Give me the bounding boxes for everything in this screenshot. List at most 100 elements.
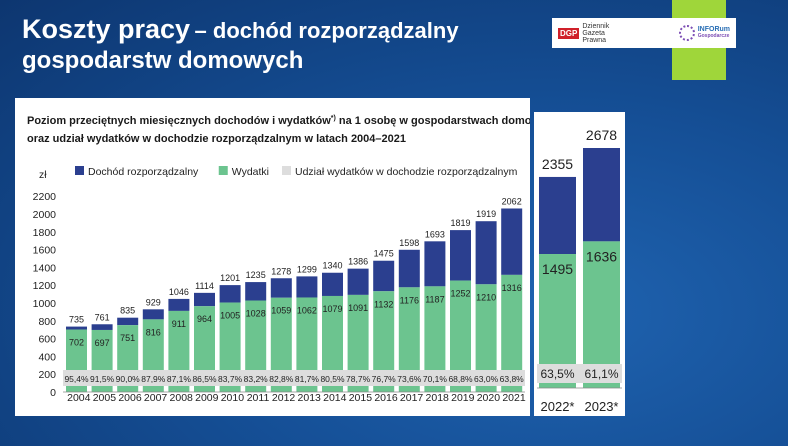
label-expenses-2005: 697 <box>95 338 110 348</box>
slide-title-main: Koszty pracy <box>22 14 191 44</box>
forecast-x-tick-2023*: 2023* <box>585 399 619 414</box>
main-chart: Poziom przeciętnych miesięcznych dochodó… <box>27 115 559 404</box>
bar-expenses-2011 <box>245 300 267 392</box>
bar-income-2011 <box>245 282 267 301</box>
label-income-2013: 1299 <box>297 264 317 274</box>
y-tick-label: 200 <box>38 369 56 381</box>
x-tick-label-2018: 2018 <box>426 392 450 404</box>
x-tick-label-2020: 2020 <box>477 392 501 404</box>
label-share-2010: 83,7% <box>218 374 243 384</box>
slide-title-line2: gospodarstw domowych <box>22 47 304 75</box>
inforum-logo: INFORum Gospodarcze <box>678 25 730 41</box>
x-tick-label-2014: 2014 <box>323 392 347 404</box>
logo-bar: DGP Dziennik Gazeta Prawna INFORum Gospo… <box>552 18 736 48</box>
legend-swatch-2 <box>282 166 291 175</box>
inforum-sub: Gospodarcze <box>697 33 730 40</box>
label-share-2019: 68,8% <box>448 374 473 384</box>
label-expenses-2011: 1028 <box>246 309 266 319</box>
label-income-2019: 1819 <box>450 218 470 228</box>
bar-expenses-2014 <box>322 295 343 392</box>
bar-expenses-2018 <box>424 286 446 392</box>
label-expenses-2008: 911 <box>172 319 186 329</box>
dgp-text: Dziennik Gazeta Prawna <box>582 22 610 44</box>
label-income-2012: 1278 <box>271 266 291 276</box>
label-expenses-2004: 702 <box>69 338 84 348</box>
x-tick-label-2019: 2019 <box>451 392 475 404</box>
label-income-2007: 929 <box>146 297 161 307</box>
forecast-label-income-2022*: 2355 <box>542 156 573 172</box>
label-expenses-2012: 1059 <box>271 306 291 316</box>
y-tick-label: 600 <box>38 334 56 346</box>
bar-income-2009 <box>194 292 215 307</box>
bar-income-2018 <box>424 241 446 287</box>
bar-expenses-2015 <box>347 294 369 392</box>
label-share-2018: 70,1% <box>423 374 448 384</box>
y-tick-label: 800 <box>38 316 56 328</box>
label-expenses-2021: 1316 <box>502 283 522 293</box>
label-income-2006: 835 <box>120 306 135 316</box>
chart-title-line1: Poziom przeciętnych miesięcznych dochodó… <box>27 115 530 127</box>
y-tick-label: 0 <box>50 387 56 399</box>
bar-income-2015 <box>347 268 369 295</box>
forecast-bar-income-2023* <box>583 148 620 242</box>
bar-expenses-2019 <box>450 280 471 392</box>
label-expenses-2018: 1187 <box>425 294 444 304</box>
y-tick-label: 2000 <box>33 209 57 221</box>
y-tick-label: 1000 <box>33 298 57 310</box>
bar-income-2004 <box>66 326 87 330</box>
label-expenses-2017: 1176 <box>400 295 419 305</box>
bar-income-2020 <box>475 221 497 285</box>
legend-swatch-0 <box>75 166 84 175</box>
forecast-bar-income-2022* <box>539 176 576 255</box>
label-income-2018: 1693 <box>425 229 445 239</box>
label-income-2014: 1340 <box>322 261 342 271</box>
label-share-2014: 80,5% <box>320 374 345 384</box>
x-tick-label-2012: 2012 <box>272 392 296 404</box>
label-share-2004: 95,4% <box>64 374 89 384</box>
x-tick-label-2015: 2015 <box>349 392 373 404</box>
x-tick-label-2009: 2009 <box>195 392 219 404</box>
x-tick-label-2007: 2007 <box>144 392 168 404</box>
y-axis-unit-label: zł <box>39 169 47 181</box>
label-share-2020: 63,0% <box>474 374 499 384</box>
label-expenses-2006: 751 <box>120 333 135 343</box>
label-expenses-2010: 1005 <box>220 311 240 321</box>
bar-expenses-2016 <box>373 291 395 392</box>
label-income-2015: 1386 <box>348 257 368 267</box>
label-income-2020: 1919 <box>476 209 496 219</box>
label-expenses-2007: 816 <box>146 327 161 337</box>
forecast-label-share-2023*: 61,1% <box>584 367 618 381</box>
label-share-2021: 63,8% <box>500 374 525 384</box>
label-share-2013: 81,7% <box>295 374 320 384</box>
bar-income-2019 <box>450 230 471 281</box>
label-expenses-2013: 1062 <box>297 305 317 315</box>
x-tick-label-2011: 2011 <box>247 392 270 404</box>
label-share-2008: 87,1% <box>167 374 192 384</box>
legend-label-2: Udział wydatków w dochodzie rozporządzal… <box>295 166 518 178</box>
x-tick-label-2008: 2008 <box>170 392 194 404</box>
forecast-label-income-2023*: 2678 <box>586 127 617 143</box>
label-expenses-2009: 964 <box>197 314 212 324</box>
bar-income-2012 <box>270 278 292 298</box>
label-share-2012: 82,8% <box>269 374 294 384</box>
label-expenses-2019: 1252 <box>450 289 470 299</box>
forecast-chart: 2355 1495 2022* 2678 1636 2023* 63,5% 61,1% <box>537 127 622 414</box>
y-tick-label: 400 <box>38 351 56 363</box>
y-tick-label: 1600 <box>33 245 57 257</box>
forecast-label-expenses-2022*: 1495 <box>542 261 573 277</box>
bar-income-2014 <box>322 272 343 296</box>
main-chart-panel: Poziom przeciętnych miesięcznych dochodó… <box>15 98 559 416</box>
bar-income-2006 <box>117 317 139 326</box>
forecast-label-expenses-2023*: 1636 <box>586 248 617 264</box>
bar-income-2013 <box>296 276 318 298</box>
inforum-ring-icon <box>678 25 695 41</box>
y-tick-label: 1200 <box>33 280 57 292</box>
bar-expenses-2012 <box>270 297 292 392</box>
bar-income-2005 <box>91 324 113 330</box>
label-income-2005: 761 <box>95 312 110 322</box>
label-share-2015: 78,7% <box>346 374 371 384</box>
label-share-2009: 86,5% <box>192 374 217 384</box>
bar-expenses-2017 <box>398 287 420 392</box>
label-share-2016: 76,7% <box>372 374 397 384</box>
bar-expenses-2010 <box>219 302 241 392</box>
